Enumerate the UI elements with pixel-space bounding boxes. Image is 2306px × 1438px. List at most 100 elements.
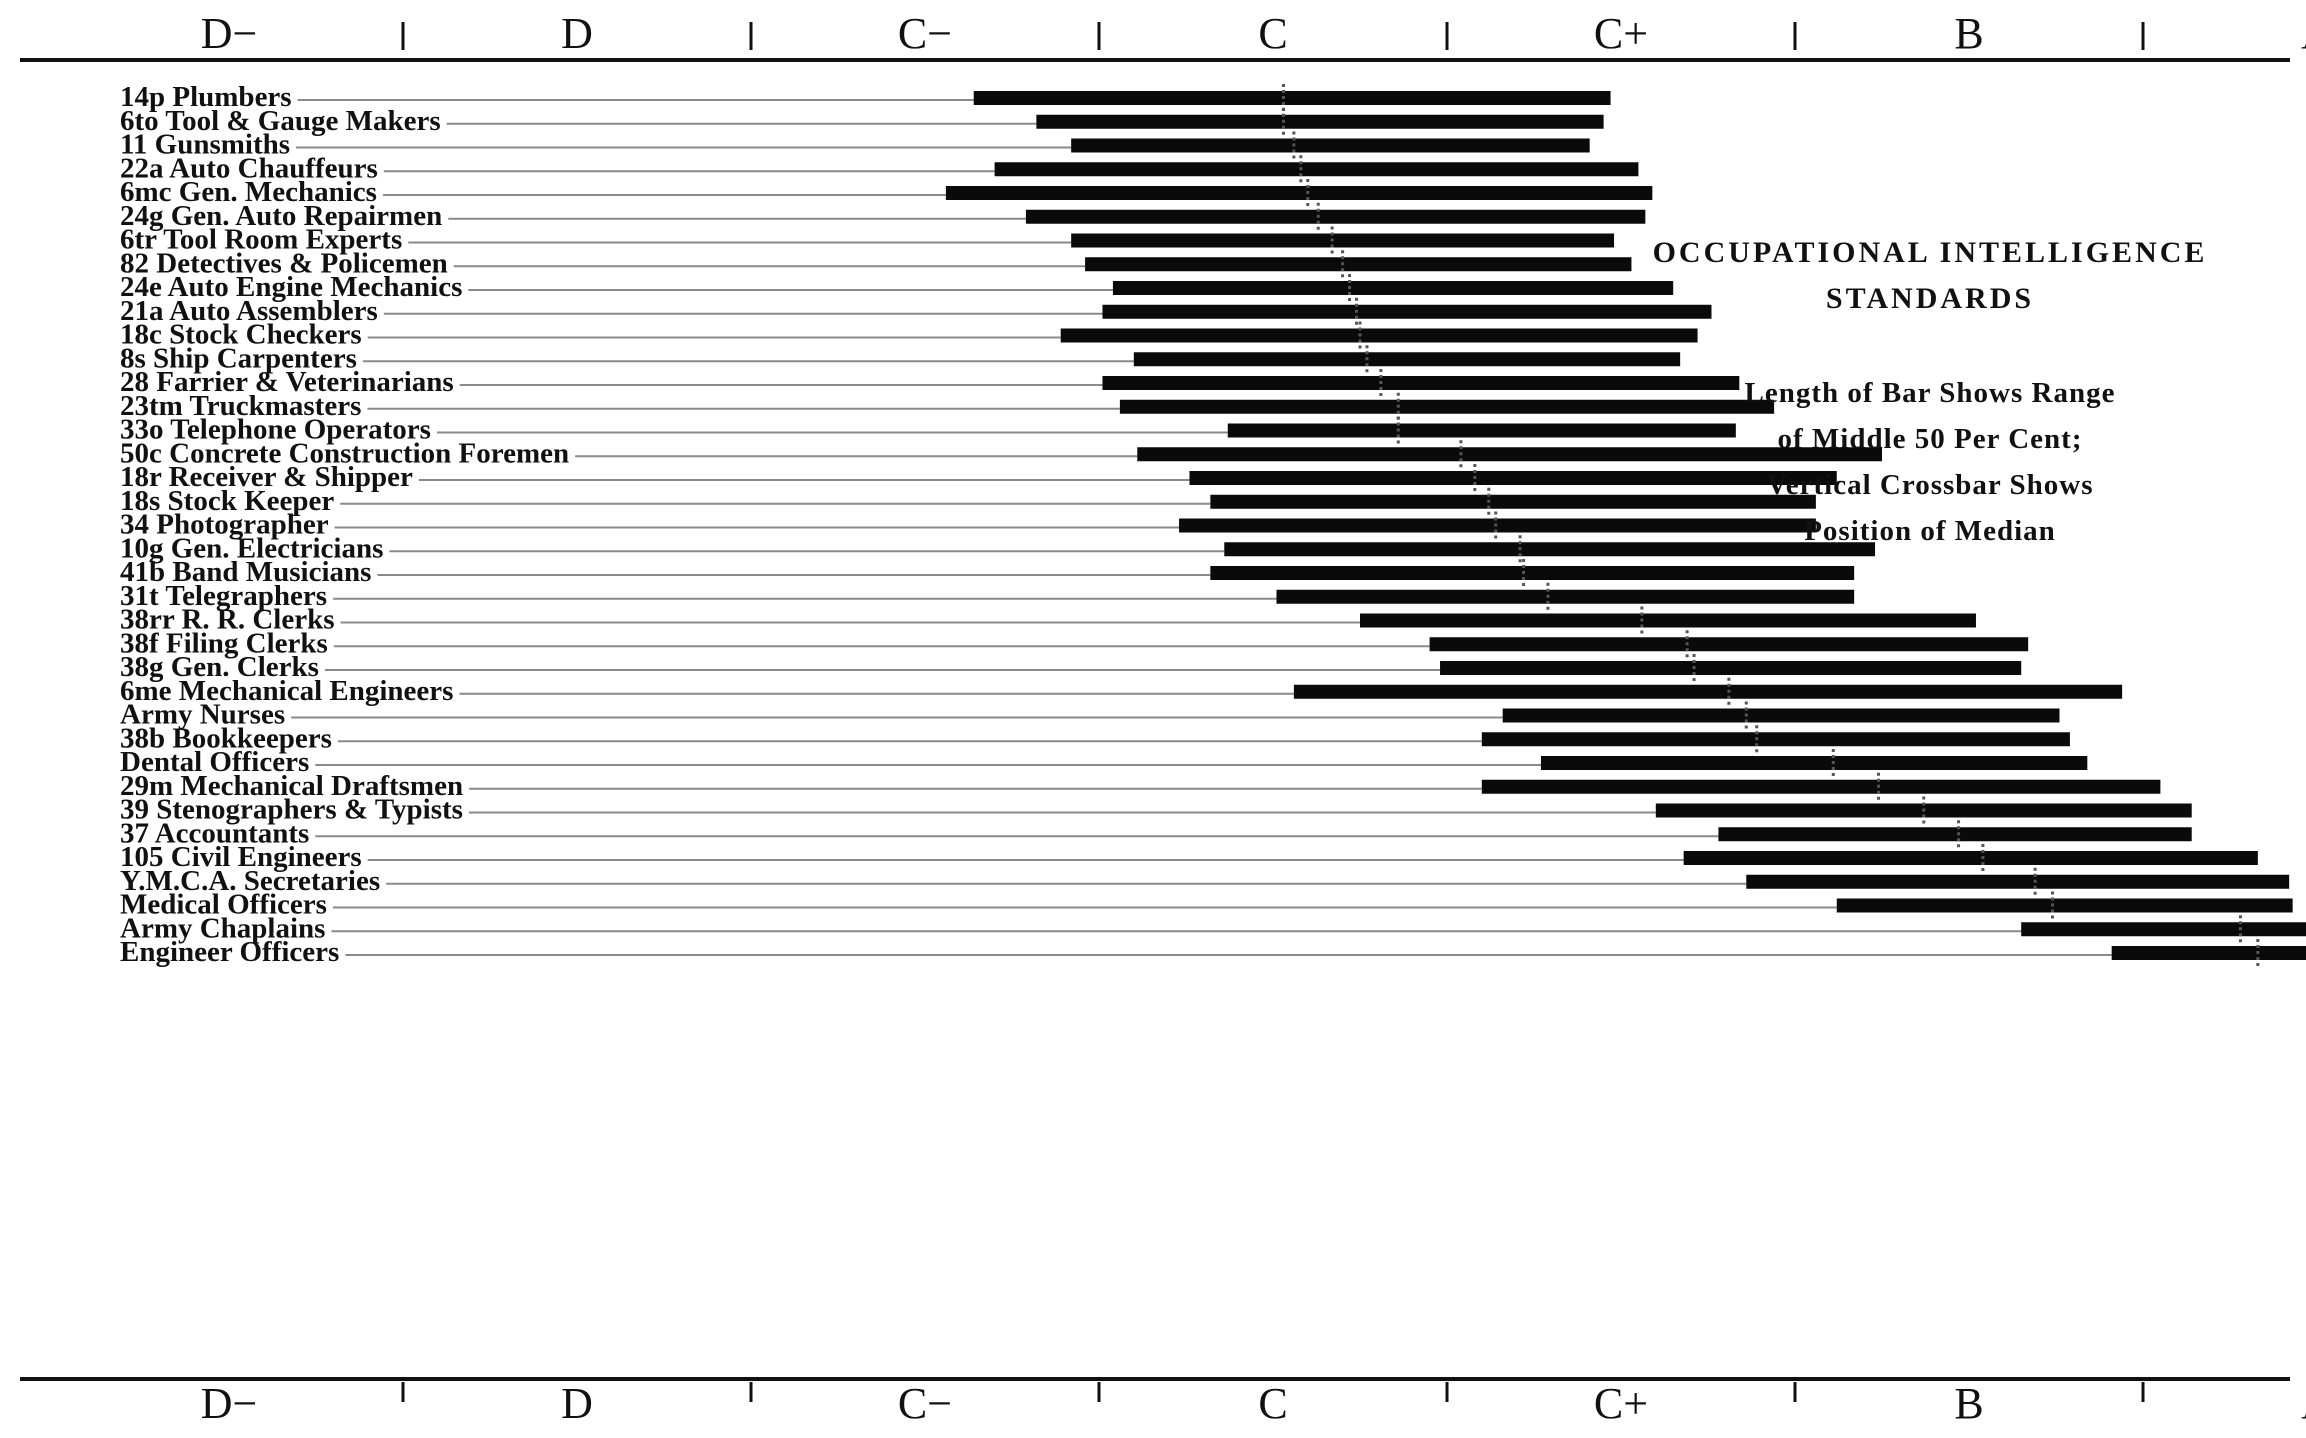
range-bar: [1227, 423, 1736, 438]
occupation-row: 22a Auto Chauffeurs: [120, 152, 1639, 184]
occupation-row: 82 Detectives & Policemen: [120, 247, 1632, 279]
occupation-label: 24e Auto Engine Mechanics: [120, 271, 462, 303]
legend-note-line-1: Length of Bar Shows Range: [1744, 377, 2116, 409]
occupation-label: Medical Officers: [120, 889, 327, 921]
occupation-label: 38rr R. R. Clerks: [120, 604, 335, 636]
occupation-label: Y.M.C.A. Secretaries: [120, 865, 380, 897]
range-bar: [1224, 542, 1876, 557]
range-bar: [1746, 874, 2290, 889]
occupation-row: 31t Telegraphers: [120, 580, 1855, 612]
range-bar: [1502, 708, 2060, 723]
occupation-row: 18s Stock Keeper: [120, 485, 1816, 517]
occupation-row: 6to Tool & Gauge Makers: [120, 105, 1604, 137]
occupation-label: 18s Stock Keeper: [120, 485, 334, 517]
range-bar: [1481, 779, 2161, 794]
occupation-label: 6to Tool & Gauge Makers: [120, 105, 441, 137]
occupation-label: 22a Auto Chauffeurs: [120, 152, 378, 184]
occupation-label: 6mc Gen. Mechanics: [120, 176, 377, 208]
occupation-row: 33o Telephone Operators: [120, 414, 1736, 446]
occupation-row: 105 Civil Engineers: [120, 841, 2258, 873]
occupation-row: 41b Band Musicians: [120, 556, 1855, 588]
range-bar: [1102, 376, 1740, 390]
range-bar: [1137, 447, 1882, 462]
occupation-row: 39 Stenographers & Typists: [120, 794, 2192, 826]
occupation-label: Army Nurses: [120, 699, 285, 731]
occupation-row: Engineer Officers: [120, 936, 2306, 968]
range-bar: [1718, 827, 2192, 842]
occupation-label: 28 Farrier & Veterinarians: [120, 366, 454, 398]
top-grade-label: D: [561, 9, 593, 58]
range-bar: [1112, 281, 1674, 295]
occupation-row: 37 Accountants: [120, 817, 2192, 849]
occupation-row: Medical Officers: [120, 889, 2293, 921]
occupation-row: 38g Gen. Clerks: [120, 651, 2022, 683]
range-bar: [1836, 898, 2293, 913]
occupation-label: 50c Concrete Construction Foremen: [120, 437, 569, 469]
occupation-row: 29m Mechanical Draftsmen: [120, 770, 2161, 802]
occupation-row: 11 Gunsmiths: [120, 129, 1590, 161]
range-bar: [1119, 399, 1775, 414]
bottom-grade-axis: D− D C− C C+ B A: [20, 1377, 2306, 1428]
range-bar: [1102, 304, 1712, 319]
occupation-row: 38f Filing Clerks: [120, 627, 2029, 659]
occupation-row: 34 Photographer: [120, 509, 1816, 541]
range-bar: [994, 162, 1639, 177]
top-grade-axis: D− D C− C C+ B A: [20, 9, 2306, 62]
occupation-row: Dental Officers: [120, 746, 2088, 778]
occupation-label: 10g Gen. Electricians: [120, 532, 383, 564]
occupation-label: 33o Telephone Operators: [120, 414, 431, 446]
range-bar: [1025, 209, 1646, 224]
occupation-row: 23tm Truckmasters: [120, 390, 1775, 422]
occupation-row: Army Chaplains: [120, 912, 2306, 944]
occupation-row: 10g Gen. Electricians: [120, 532, 1876, 564]
occupation-row: 6me Mechanical Engineers: [120, 675, 2123, 707]
occupation-label: 14p Plumbers: [120, 81, 292, 113]
occupation-row: 21a Auto Assemblers: [120, 295, 1712, 327]
bottom-grade-label: C+: [1594, 1379, 1648, 1428]
occupation-label: 21a Auto Assemblers: [120, 295, 378, 327]
occupation-label: 11 Gunsmiths: [120, 129, 290, 161]
occupation-label: Dental Officers: [120, 746, 309, 778]
occupation-label: 39 Stenographers & Typists: [120, 794, 463, 826]
occupation-label: 37 Accountants: [120, 817, 309, 849]
top-grade-label: C: [1258, 9, 1287, 58]
occupation-row: 6mc Gen. Mechanics: [120, 176, 1653, 208]
range-bar: [1293, 684, 2123, 699]
range-bar: [1210, 566, 1855, 580]
occupation-row: 38rr R. R. Clerks: [120, 604, 1976, 636]
occupation-row: 6tr Tool Room Experts: [120, 224, 1615, 256]
range-bar: [1071, 138, 1590, 153]
top-grade-label: C+: [1594, 9, 1648, 58]
occupation-label: 41b Band Musicians: [120, 556, 371, 588]
range-bar: [1276, 589, 1855, 604]
range-bar: [1071, 233, 1615, 248]
range-bar: [1189, 471, 1837, 485]
chart-title: OCCUPATIONAL INTELLIGENCE STANDARDS: [1652, 236, 2208, 315]
bottom-grade-label: C: [1258, 1379, 1287, 1428]
occupation-row: Army Nurses: [120, 699, 2060, 731]
range-bar: [1036, 114, 1604, 129]
occupation-label: 8s Ship Carpenters: [120, 342, 357, 374]
occupation-label: 38b Bookkeepers: [120, 722, 332, 754]
occupation-label: 34 Photographer: [120, 509, 329, 541]
range-bar: [1540, 756, 2088, 770]
occupation-label: Army Chaplains: [120, 912, 325, 944]
legend-note-line-4: Position of Median: [1804, 515, 2056, 547]
range-bar: [1133, 352, 1681, 367]
top-grade-label: A: [2301, 9, 2306, 58]
range-bar: [1210, 494, 1816, 509]
occupation-label: 82 Detectives & Policemen: [120, 247, 448, 279]
range-bar: [1085, 257, 1632, 272]
bottom-grade-label: C−: [898, 1379, 952, 1428]
occupation-row: 24g Gen. Auto Repairmen: [120, 200, 1646, 232]
occupation-row: 18c Stock Checkers: [120, 319, 1698, 351]
range-bar: [973, 91, 1611, 105]
legend-panel: OCCUPATIONAL INTELLIGENCE STANDARDS Leng…: [1600, 230, 2260, 554]
occupation-label: 38g Gen. Clerks: [120, 651, 319, 683]
occupation-label: Engineer Officers: [120, 936, 339, 968]
bottom-grade-label: A: [2301, 1379, 2306, 1428]
panel-spacer: [1600, 322, 2260, 370]
occupation-label: 18c Stock Checkers: [120, 319, 362, 351]
occupation-label: 24g Gen. Auto Repairmen: [120, 200, 442, 232]
